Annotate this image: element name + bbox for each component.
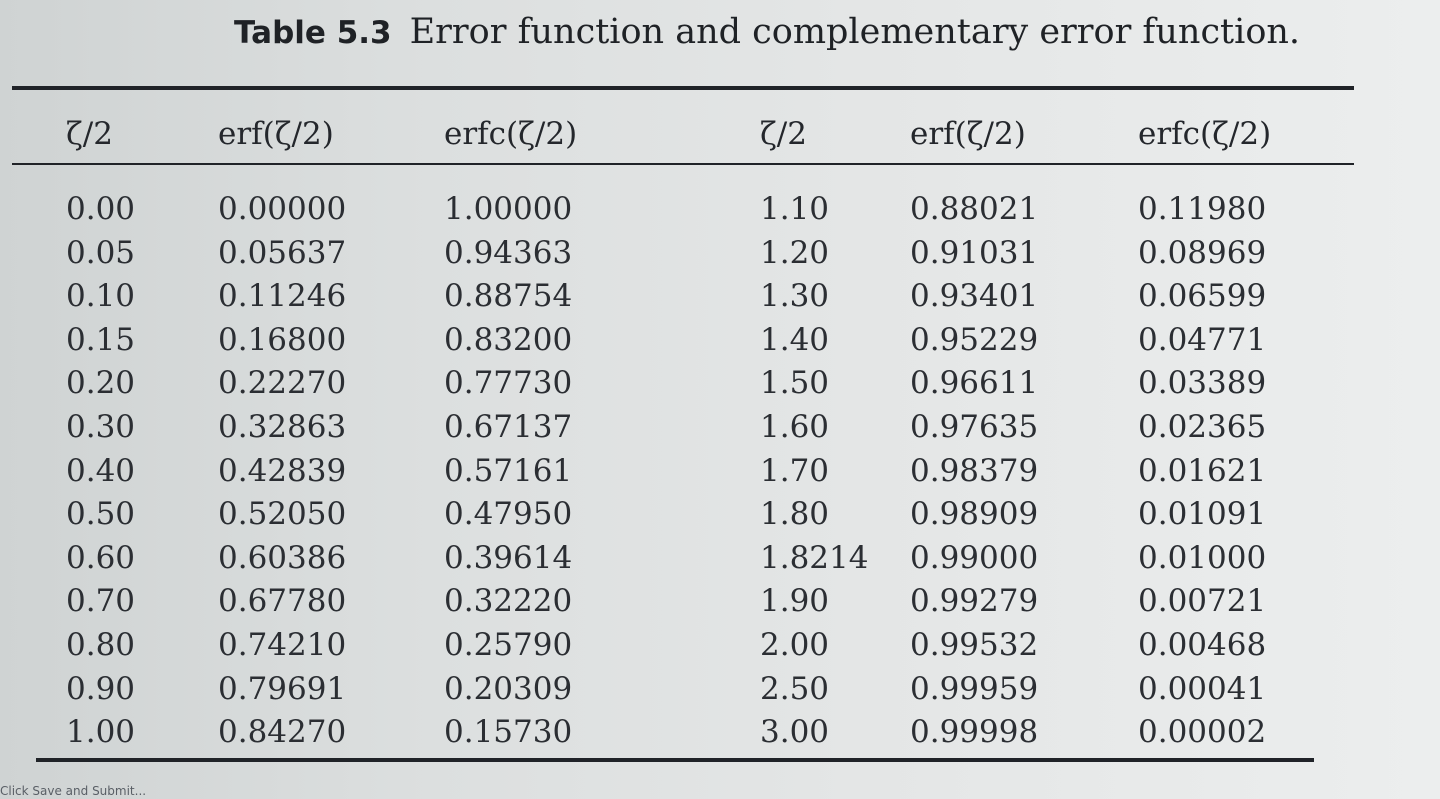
cell-right-zeta: 1.60	[760, 408, 830, 445]
cell-left-erfc: 0.47950	[444, 496, 573, 533]
cell-left-zeta: 0.60	[66, 539, 136, 576]
cell-right-zeta: 1.30	[760, 278, 830, 315]
cell-left-erfc: 0.25790	[444, 626, 573, 663]
cell-right-erfc: 0.00468	[1138, 626, 1267, 663]
header-erfc-right: erfc(ζ/2)	[1138, 116, 1272, 152]
cell-right-erfc: 0.01000	[1138, 539, 1267, 576]
cell-right-zeta: 1.10	[760, 191, 830, 227]
cell-right-erfc: 0.01621	[1138, 452, 1267, 489]
cell-left-erf: 0.74210	[218, 626, 347, 663]
table-number: Table 5.3	[234, 15, 392, 51]
cell-left-erf: 0.11246	[218, 278, 347, 315]
cell-left-erfc: 0.67137	[444, 408, 573, 445]
cell-right-erfc: 0.06599	[1138, 278, 1267, 315]
bottom-rule	[36, 758, 1314, 762]
cell-right-erf: 0.99279	[910, 583, 1039, 620]
column-erf-left: 0.00000 0.05637 0.11246 0.16800 0.22270 0.328…	[218, 188, 346, 755]
header-erf-right: erf(ζ/2)	[910, 116, 1026, 152]
header-rule	[12, 163, 1354, 165]
cell-left-erf: 0.52050	[218, 496, 347, 533]
cell-left-erf: 0.79691	[218, 670, 347, 707]
cell-right-zeta: 1.50	[760, 365, 830, 402]
cell-left-erf: 0.00000	[218, 191, 347, 227]
cell-right-erfc: 0.04771	[1138, 321, 1267, 358]
cell-left-erf: 0.05637	[218, 234, 347, 271]
cell-right-erfc: 0.00721	[1138, 583, 1267, 620]
cell-right-erfc: 0.11980	[1138, 191, 1267, 227]
header-erf-left: erf(ζ/2)	[218, 116, 334, 152]
cell-left-zeta: 0.20	[66, 365, 136, 402]
cell-left-zeta: 0.30	[66, 408, 136, 445]
cell-left-erf: 0.60386	[218, 539, 347, 576]
cell-right-erf: 0.99959	[910, 670, 1039, 707]
cell-right-erf: 0.91031	[910, 234, 1039, 271]
header-zeta-left: ζ/2	[66, 116, 113, 152]
cell-left-erfc: 1.00000	[444, 191, 573, 227]
cell-left-erf: 0.84270	[218, 714, 347, 751]
cell-left-erfc: 0.15730	[444, 714, 573, 751]
cell-right-erf: 0.99000	[910, 539, 1039, 576]
cell-right-erf: 0.98909	[910, 496, 1039, 533]
cell-left-erfc: 0.39614	[444, 539, 573, 576]
cell-right-erf: 0.95229	[910, 321, 1039, 358]
column-zeta-right: 1.10 1.20 1.30 1.40 1.50 1.60 1.70 1.80 1.8214 1.…	[760, 188, 868, 755]
cell-right-zeta: 1.40	[760, 321, 830, 358]
top-rule	[12, 86, 1354, 90]
cell-right-erf: 0.98379	[910, 452, 1039, 489]
column-erfc-left: 1.00000 0.94363 0.88754 0.83200 0.77730 0.671…	[444, 188, 572, 755]
table-title: Error function and complementary error f…	[409, 12, 1301, 52]
cell-right-zeta: 1.20	[760, 234, 830, 271]
cell-left-zeta: 0.15	[66, 321, 136, 358]
column-erf-right: 0.88021 0.91031 0.93401 0.95229 0.96611 0.976…	[910, 188, 1038, 755]
cell-right-erf: 0.96611	[910, 365, 1039, 402]
cell-right-erfc: 0.08969	[1138, 234, 1267, 271]
cell-left-zeta: 0.70	[66, 583, 136, 620]
cell-right-zeta: 2.50	[760, 670, 830, 707]
cell-left-zeta: 0.40	[66, 452, 136, 489]
cell-left-zeta: 1.00	[66, 714, 136, 751]
cell-right-zeta: 3.00	[760, 714, 830, 751]
cell-left-zeta: 0.05	[66, 234, 136, 271]
cell-left-erfc: 0.57161	[444, 452, 573, 489]
header-zeta-right: ζ/2	[760, 116, 807, 152]
cell-right-erf: 0.99998	[910, 714, 1039, 751]
cell-right-zeta: 1.70	[760, 452, 830, 489]
cell-right-erfc: 0.00041	[1138, 670, 1267, 707]
footer-fragment: Click Save and Submit...	[0, 784, 147, 798]
cell-left-zeta: 0.80	[66, 626, 136, 663]
cell-left-zeta: 0.50	[66, 496, 136, 533]
cell-left-erf: 0.32863	[218, 408, 347, 445]
cell-right-zeta: 1.90	[760, 583, 830, 620]
cell-left-zeta: 0.90	[66, 670, 136, 707]
cell-left-erf: 0.16800	[218, 321, 347, 358]
cell-left-erfc: 0.20309	[444, 670, 573, 707]
column-erfc-right: 0.11980 0.08969 0.06599 0.04771 0.03389 0.023…	[1138, 188, 1266, 755]
cell-right-erf: 0.93401	[910, 278, 1039, 315]
column-zeta-left: 0.00 0.05 0.10 0.15 0.20 0.30 0.40 0.50 0.60 0.70…	[66, 188, 135, 755]
cell-right-erf: 0.99532	[910, 626, 1039, 663]
header-erfc-left: erfc(ζ/2)	[444, 116, 578, 152]
cell-left-erfc: 0.83200	[444, 321, 573, 358]
cell-left-erf: 0.67780	[218, 583, 347, 620]
cell-left-erfc: 0.32220	[444, 583, 573, 620]
cell-left-erfc: 0.88754	[444, 278, 573, 315]
cell-left-erf: 0.22270	[218, 365, 347, 402]
cell-right-erf: 0.88021	[910, 191, 1039, 227]
cell-right-erfc: 0.01091	[1138, 496, 1267, 533]
table-caption: Table 5.3 Error function and complementar…	[234, 12, 1300, 52]
cell-left-zeta: 0.00	[66, 191, 136, 227]
cell-left-zeta: 0.10	[66, 278, 136, 315]
cell-right-erfc: 0.02365	[1138, 408, 1267, 445]
cell-left-erfc: 0.77730	[444, 365, 573, 402]
cell-right-zeta: 1.8214	[760, 539, 869, 576]
cell-right-zeta: 1.80	[760, 496, 830, 533]
cell-right-erfc: 0.03389	[1138, 365, 1267, 402]
cell-right-erfc: 0.00002	[1138, 714, 1267, 751]
cell-left-erfc: 0.94363	[444, 234, 573, 271]
cell-right-erf: 0.97635	[910, 408, 1039, 445]
cell-right-zeta: 2.00	[760, 626, 830, 663]
cell-left-erf: 0.42839	[218, 452, 347, 489]
